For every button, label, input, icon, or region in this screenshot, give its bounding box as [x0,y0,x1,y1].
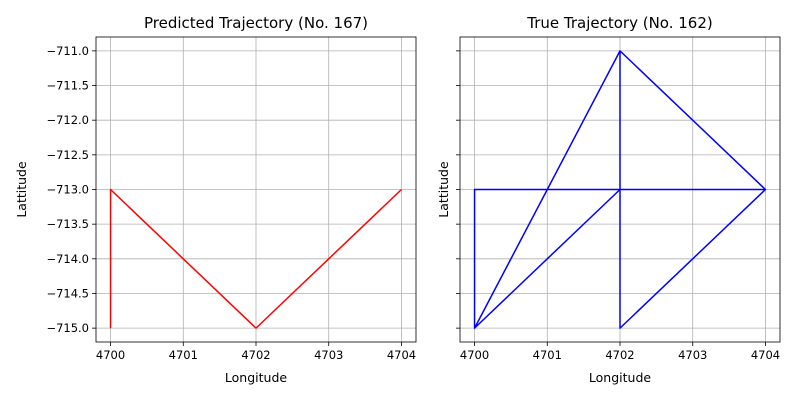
x-tick-label: 4704 [387,348,416,362]
x-axis-label: Longitude [589,370,651,385]
y-tick-label: −711.5 [46,79,89,93]
x-tick-label: 4704 [751,348,780,362]
y-tick-label: −712.0 [46,113,89,127]
x-tick-label: 4702 [605,348,634,362]
y-tick-label: −712.5 [46,148,89,162]
y-axis-label: Lattitude [14,161,29,218]
y-tick-label: −715.0 [46,321,89,335]
y-tick-label: −711.0 [46,44,89,58]
y-tick-label: −714.5 [46,286,89,300]
x-tick-label: 4701 [533,348,562,362]
x-tick-label: 4700 [460,348,489,362]
chart-title: True Trajectory (No. 162) [526,14,712,32]
y-tick-label: −714.0 [46,252,89,266]
y-tick-label: −713.5 [46,217,89,231]
x-axis-label: Longitude [225,370,287,385]
x-tick-label: 4703 [314,348,343,362]
chart-panel-1: 4700 4701 4702 4703 4704 −711.0 −711.5 −712.0 −7… [14,14,416,385]
chart-panel-2: 4700 4701 4702 4703 4704 True Trajectory (No.… [436,14,780,385]
y-tick-label: −713.0 [46,183,89,197]
x-tick-label: 4702 [241,348,270,362]
x-tick-label: 4700 [96,348,125,362]
x-tick-label: 4701 [169,348,198,362]
x-tick-label: 4703 [678,348,707,362]
chart-title: Predicted Trajectory (No. 167) [144,14,368,32]
y-axis-label: Lattitude [436,161,451,218]
